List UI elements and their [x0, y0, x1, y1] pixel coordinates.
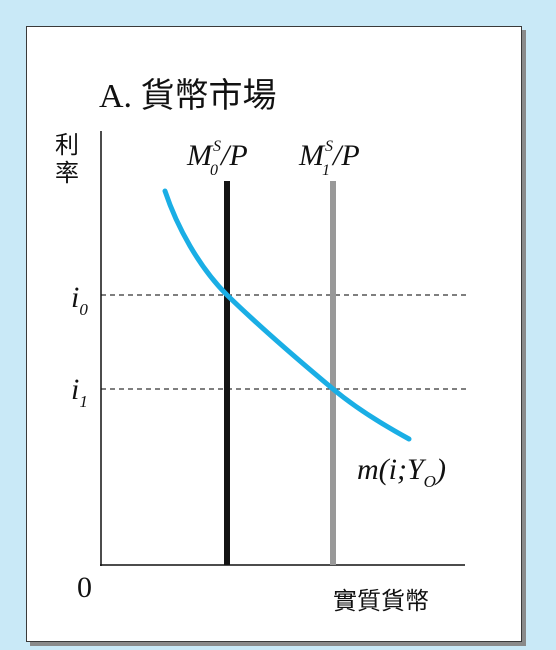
money-demand-label: m(i;YO): [357, 453, 446, 491]
y-axis-label-line1: 利: [55, 132, 79, 159]
ms1-label: MS 1/P: [298, 138, 360, 179]
origin-label: 0: [77, 571, 92, 604]
panel-title: A. 貨幣市場: [99, 77, 277, 115]
y-axis-label-line2: 率: [55, 160, 79, 187]
x-axis-label: 實質貨幣: [333, 588, 429, 615]
money-market-diagram: A. 貨幣市場 利 率 MS 0/P MS 1/P i0 i1 m(i;YO): [55, 77, 469, 615]
i1-label: i1: [71, 373, 88, 411]
diagram-panel: A. 貨幣市場 利 率 MS 0/P MS 1/P i0 i1 m(i;YO): [26, 26, 522, 642]
money-demand-curve: [162, 188, 412, 442]
i0-label: i0: [71, 281, 88, 319]
ms0-label: MS 0/P: [186, 138, 248, 179]
